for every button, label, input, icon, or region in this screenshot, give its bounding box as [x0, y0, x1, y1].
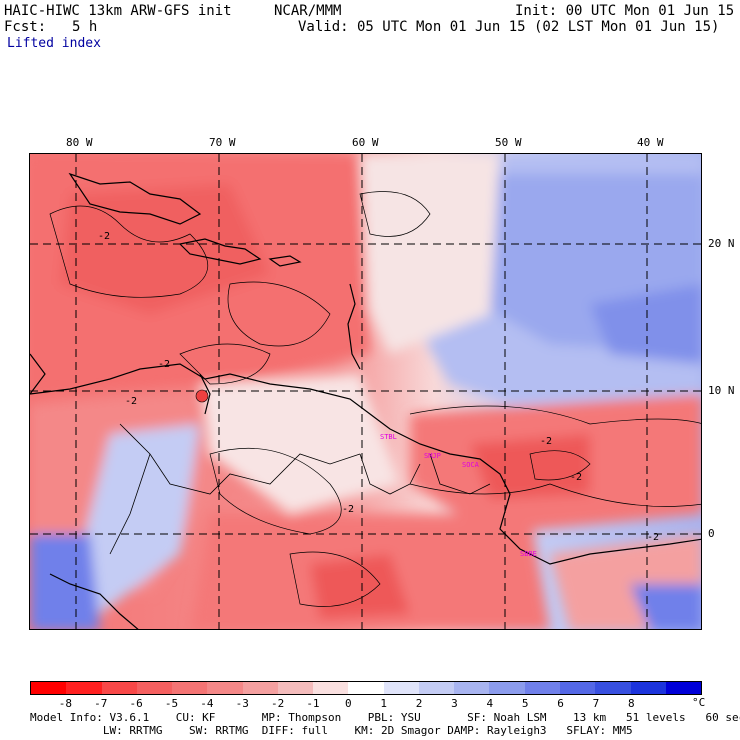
contour-label: -2 [540, 436, 553, 447]
contour [289, 551, 381, 607]
contour [227, 281, 331, 347]
colorbar-swatch [559, 682, 596, 694]
political-borders [109, 423, 491, 555]
contour-label: -2 [342, 504, 355, 515]
contour-label: -2 [98, 231, 111, 242]
valid-time: Valid: 05 UTC Mon 01 Jun 15 (02 LST Mon … [298, 19, 720, 35]
colorbar-swatch [136, 682, 173, 694]
colorbar-swatch [489, 682, 525, 694]
colorbar-swatch [31, 682, 67, 694]
border-line [109, 453, 151, 555]
colorbar-tick-label: 6 [557, 697, 564, 710]
colorbar-swatch [630, 682, 666, 694]
station-label: SOCA [462, 461, 479, 469]
lon-label: 70 W [209, 136, 236, 149]
colorbar-tick-label: 1 [380, 697, 387, 710]
colorbar-swatch [313, 682, 349, 694]
colorbar-tick-label: 7 [592, 697, 600, 710]
colorbar-swatch [207, 682, 243, 694]
model-info-line2: LW: RRTMG SW: RRTMG DIFF: full KM: 2D Sm… [30, 724, 633, 737]
border-line [119, 423, 361, 495]
station-label: STBL [380, 433, 397, 441]
colorbar-tick-label: 8 [627, 697, 635, 710]
colorbar-unit: °C [692, 696, 706, 709]
coastlines [30, 172, 701, 629]
lon-label: 40 W [637, 136, 664, 149]
colorbar-tick-label: 3 [451, 697, 458, 710]
colorbar-swatch [101, 682, 137, 694]
org-label: NCAR/MMM [274, 3, 342, 19]
south-america-coast [30, 363, 701, 565]
colorbar-tick-label: -6 [129, 697, 143, 710]
forecast-label: Fcst: [4, 19, 47, 35]
cuba-outline [68, 172, 202, 225]
contour-lines [49, 191, 701, 607]
lon-label: 50 W [495, 136, 522, 149]
contour [209, 448, 342, 535]
contour-label: -2 [647, 532, 660, 543]
hispaniola-outline [178, 238, 262, 265]
contour [359, 191, 431, 237]
colorbar-swatch [418, 682, 455, 694]
lon-label: 80 W [66, 136, 93, 149]
init-time: Init: 00 UTC Mon 01 Jun 15 [515, 3, 735, 19]
contour [49, 205, 208, 298]
station-label: SBBE [520, 550, 537, 558]
model-title: HAIC-HIWC 13km ARW-GFS init [4, 3, 232, 19]
border-line [429, 453, 491, 495]
colorbar-tick-label: -5 [164, 697, 179, 710]
colorbar-swatch [242, 682, 278, 694]
colorbar-tick-label: -8 [58, 697, 72, 710]
lifted-index-map: -2 -2 -2 -2 -2 -2 -2 STBL SMJP SOCA SBBE [29, 153, 702, 630]
graticule [30, 154, 701, 629]
station-label: SMJP [424, 452, 441, 460]
colorbar-tick-label: 4 [486, 697, 494, 710]
contour-label: -2 [158, 359, 171, 370]
lake-maracaibo [195, 389, 209, 403]
puerto-rico-outline [268, 255, 302, 267]
contour-label: -2 [570, 472, 583, 483]
pacific-coast [49, 573, 139, 629]
lat-label: 20 N [708, 237, 735, 250]
lat-label: 0 [708, 527, 715, 540]
colorbar-tick-label: -1 [306, 697, 320, 710]
colorbar-tick-label: -3 [235, 697, 249, 710]
lesser-antilles [347, 283, 361, 370]
colorbar-swatch [66, 682, 102, 694]
contour [409, 405, 701, 425]
field-name: Lifted index [7, 36, 101, 51]
maracaibo-outline [199, 373, 211, 415]
model-info-line1: Model Info: V3.6.1 CU: KF MP: Thompson P… [30, 711, 740, 724]
colorbar-swatch [665, 682, 702, 694]
colorbar-tick-label: 0 [345, 697, 352, 710]
colorbar [30, 681, 702, 695]
colorbar-swatch [277, 682, 314, 694]
colorbar-tick-label: -7 [94, 697, 108, 710]
colorbar-tick-label: -4 [200, 697, 214, 710]
contour [529, 450, 591, 481]
colorbar-swatch [172, 682, 208, 694]
central-america-coast [30, 353, 46, 395]
colorbar-swatch [524, 682, 560, 694]
colorbar-swatch [595, 682, 631, 694]
colorbar-tick-label: 5 [521, 697, 529, 710]
lon-label: 60 W [352, 136, 379, 149]
colorbar-swatch [454, 682, 490, 694]
lat-label: 10 N [708, 384, 735, 397]
colorbar-swatch [348, 682, 384, 694]
forecast-hour: 5 h [72, 19, 98, 35]
contour [409, 483, 701, 507]
border-line [359, 453, 421, 495]
colorbar-tick-label: -2 [270, 697, 285, 710]
contour-label: -2 [125, 396, 138, 407]
colorbar-swatch [383, 682, 419, 694]
contour [179, 343, 271, 385]
colorbar-tick-label: 2 [415, 697, 423, 710]
